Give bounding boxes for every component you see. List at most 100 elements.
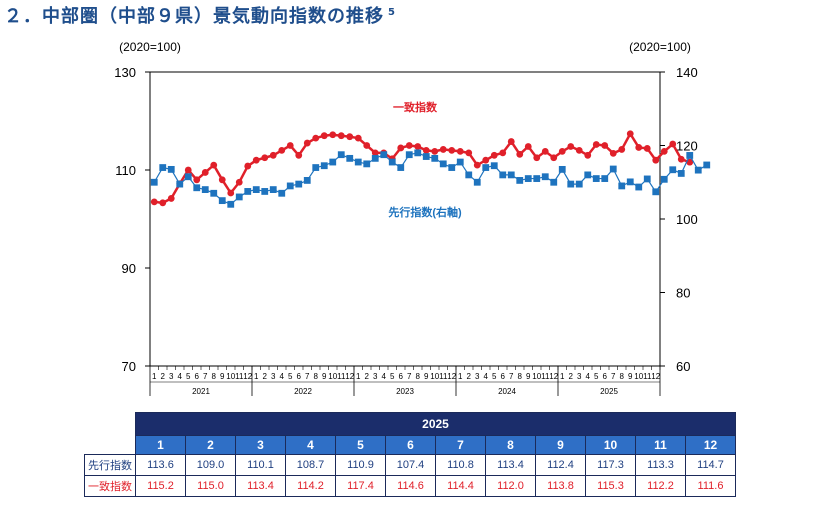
leading-index-point [235,193,243,201]
coincident-index-point [269,151,277,159]
leading-index-point [609,165,617,173]
leading-index-point [218,197,226,205]
x-month-label: 8 [518,372,523,381]
coincident-index-point [303,139,311,147]
title-text: ２．中部圏（中部９県）景気動向指数の推移 [4,6,384,27]
x-month-label: 2 [263,372,268,381]
leading-index-point [303,177,311,184]
x-year-label: 2023 [396,387,414,396]
month-header: 11 [635,435,686,455]
leading-index-point [592,175,600,182]
table-cell: 115.0 [185,475,236,497]
x-month-label: 1 [254,372,259,381]
left-tick-label: 90 [122,261,136,276]
leading-index-point [269,186,277,193]
table-row-coincident: 一致指数 115.2 115.0 113.4 114.2 117.4 114.6… [84,475,736,497]
leading-index-point [703,161,711,169]
coincident-index-point [601,142,609,149]
table-cell: 107.4 [385,454,436,476]
table-cell: 113.8 [535,475,586,497]
leading-index-point [184,173,192,181]
x-month-label: 6 [195,372,200,381]
left-tick-label: 70 [122,359,136,374]
leading-index-point [431,154,439,162]
x-month-label: 9 [322,372,327,381]
x-month-label: 1 [458,372,463,381]
table-cell: 114.7 [685,454,736,476]
coincident-index-point [371,149,379,157]
table-cell: 108.7 [285,454,336,476]
coincident-index-annotation: 一致指数 [393,100,438,114]
leading-index-point [626,178,634,186]
leading-index-point [558,165,566,173]
leading-index-point [329,158,337,166]
x-month-label: 2 [569,372,574,381]
month-header: 9 [535,435,586,455]
x-month-label: 3 [475,372,480,381]
table-cell: 117.4 [335,475,386,497]
x-month-label: 1 [356,372,361,381]
coincident-index-line [154,131,691,205]
month-header: 10 [585,435,636,455]
x-month-label: 12 [549,372,558,381]
coincident-index-point [235,178,243,186]
x-month-label: 5 [594,372,599,381]
table-cell: 114.2 [285,475,336,497]
table-year: 2025 [135,412,736,436]
coincident-index-point [218,176,226,184]
x-month-label: 12 [447,372,456,381]
coincident-index-point [635,144,643,151]
coincident-index-point [533,154,541,162]
leading-index-point [652,188,660,196]
coincident-index-point [261,154,269,162]
leading-index-point [524,175,532,182]
x-month-label: 3 [373,372,378,381]
table-cell: 112.0 [485,475,536,497]
table-cell: 112.2 [635,475,686,497]
table-cell: 114.6 [385,475,436,497]
coincident-index-point [609,149,617,157]
coincident-index-point [541,147,549,155]
leading-index-point [660,175,668,183]
x-month-label: 6 [603,372,608,381]
coincident-index-point [465,149,473,157]
leading-index-point [252,186,260,193]
x-month-label: 7 [305,372,310,381]
leading-index-point [448,164,456,171]
x-month-label: 7 [611,372,616,381]
leading-index-point [686,152,694,159]
leading-index-point [439,160,447,168]
coincident-index-point [524,143,532,150]
x-month-label: 12 [243,372,252,381]
right-tick-label: 120 [676,139,698,154]
x-month-label: 10 [634,372,643,381]
x-month-label: 11 [541,372,550,381]
coincident-index-point [405,142,413,149]
coincident-index-point [159,199,167,207]
leading-index-point [405,151,413,159]
leading-index-point [193,184,201,192]
coincident-index-point [448,147,456,154]
month-header: 5 [335,435,386,455]
month-header: 1 [135,435,186,455]
leading-index-point [482,164,490,171]
leading-index-point [244,188,252,195]
right-tick-label: 80 [676,286,690,301]
leading-index-point [346,154,354,162]
table-cell: 113.6 [135,454,186,476]
x-month-label: 4 [484,372,489,381]
x-month-label: 8 [314,372,319,381]
left-tick-label: 130 [114,65,136,80]
coincident-index-point [592,141,600,148]
x-month-label: 12 [651,372,660,381]
x-month-label: 4 [178,372,183,381]
x-month-label: 5 [288,372,293,381]
x-year-label: 2024 [498,387,516,396]
table-cell: 111.6 [685,475,736,497]
coincident-index-point [210,161,218,169]
x-month-label: 3 [169,372,174,381]
month-header: 8 [485,435,536,455]
plot-area [149,71,661,367]
coincident-index-point [354,134,362,142]
data-table: 2025 1 2 3 4 5 6 7 8 9 10 11 12 先行指数 113… [84,412,736,497]
